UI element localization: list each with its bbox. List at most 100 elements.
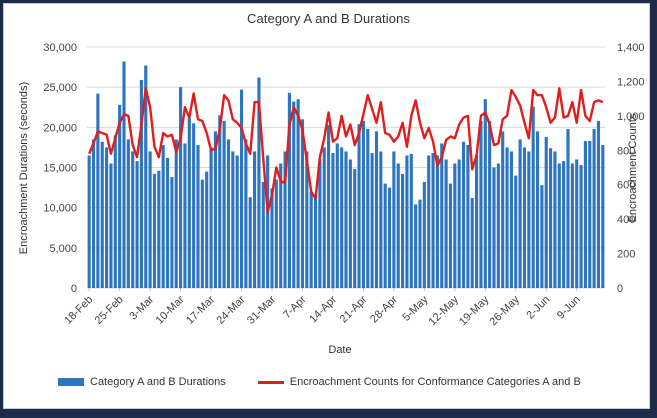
- bar: [331, 153, 335, 288]
- bar: [270, 188, 274, 288]
- bar: [327, 124, 331, 288]
- bar: [231, 151, 235, 288]
- bar: [300, 119, 305, 288]
- bar: [570, 163, 574, 288]
- bar: [457, 159, 461, 288]
- x-tick-label: 26-May: [487, 293, 522, 328]
- y2-axis-title: Encroachment Counts: [627, 113, 639, 222]
- bar: [470, 198, 474, 288]
- bar: [579, 165, 583, 288]
- bar: [562, 161, 566, 288]
- y2-tick-label: 1,200: [617, 76, 645, 88]
- bar: [113, 135, 117, 288]
- x-tick-label: 17-Mar: [184, 293, 217, 326]
- x-tick-label: 12-May: [427, 293, 462, 328]
- bar: [309, 191, 313, 288]
- bar: [179, 87, 183, 289]
- bar: [518, 139, 522, 288]
- bar: [522, 147, 527, 288]
- bar: [235, 155, 239, 288]
- bar: [466, 145, 470, 288]
- bar: [283, 151, 287, 288]
- bar: [453, 163, 457, 288]
- bar: [501, 131, 505, 288]
- chart-title: Category A and B Durations: [246, 11, 411, 26]
- bar: [427, 155, 431, 288]
- line-path: [88, 87, 604, 214]
- bar: [305, 151, 309, 288]
- bar: [266, 155, 270, 288]
- bar: [122, 61, 126, 289]
- bar: [287, 92, 291, 288]
- bar: [596, 120, 601, 288]
- bar: [279, 163, 283, 288]
- bar: [553, 151, 557, 288]
- bar: [205, 171, 209, 288]
- y2-tick-label: 200: [617, 249, 635, 261]
- bar: [152, 173, 157, 288]
- bar: [592, 128, 596, 288]
- x-tick-label: 9-Jun: [555, 294, 583, 322]
- bar: [139, 79, 143, 288]
- bar: [392, 151, 396, 288]
- bar: [583, 140, 587, 288]
- bar: [544, 136, 548, 288]
- bar: [575, 159, 579, 288]
- x-tick-label: 18-Feb: [62, 294, 95, 327]
- x-tick-label: 7-Apr: [281, 293, 309, 321]
- left-axis-ticks: 0 5,000 10,000 15,000 20,000 25,000 30,000: [43, 42, 77, 295]
- bar: [100, 141, 104, 288]
- bar: [226, 139, 231, 288]
- y-tick-label: 20,000: [43, 122, 77, 134]
- bar: [196, 145, 200, 288]
- bar: [527, 151, 531, 288]
- bar: [131, 151, 135, 288]
- bar: [422, 181, 426, 288]
- right-axis-ticks: 0 200 400 600 800 1,000 1,200 1,400: [617, 42, 645, 295]
- bar: [396, 163, 400, 288]
- bar: [313, 195, 318, 288]
- bar: [274, 179, 278, 288]
- x-axis-title: Date: [328, 344, 351, 356]
- bar: [601, 145, 605, 288]
- bar: [557, 163, 561, 288]
- bar: [174, 139, 178, 288]
- bar: [340, 147, 344, 288]
- bar-series: [87, 61, 605, 289]
- bar: [461, 141, 466, 288]
- bar: [91, 139, 96, 288]
- bar: [440, 143, 444, 288]
- bar: [239, 89, 244, 289]
- legend-bar-swatch: [58, 378, 84, 386]
- bar: [448, 183, 453, 288]
- line-series: [88, 87, 604, 214]
- y-tick-label: 15,000: [43, 163, 77, 175]
- bar: [200, 179, 204, 288]
- bar: [361, 120, 365, 288]
- bar: [165, 157, 170, 288]
- bar: [509, 151, 513, 288]
- bar: [566, 128, 570, 288]
- bar: [135, 161, 139, 288]
- y-tick-label: 25,000: [43, 82, 77, 94]
- y-axis-title: Encroachment Durations (seconds): [18, 82, 30, 254]
- x-tick-label: 25-Feb: [93, 294, 126, 327]
- bar: [126, 139, 130, 288]
- bar: [96, 93, 100, 289]
- bar: [357, 124, 361, 289]
- bar: [144, 65, 148, 288]
- bar: [505, 147, 509, 288]
- bar: [318, 159, 322, 288]
- bar: [479, 120, 483, 288]
- bar: [257, 77, 261, 288]
- bar: [531, 106, 535, 289]
- bar: [170, 177, 174, 288]
- x-tick-label: 3-Mar: [127, 293, 156, 322]
- bar: [383, 183, 387, 288]
- bar: [248, 197, 252, 288]
- bar: [187, 117, 191, 289]
- bar: [192, 123, 196, 288]
- bar: [549, 148, 553, 288]
- bar: [409, 153, 413, 288]
